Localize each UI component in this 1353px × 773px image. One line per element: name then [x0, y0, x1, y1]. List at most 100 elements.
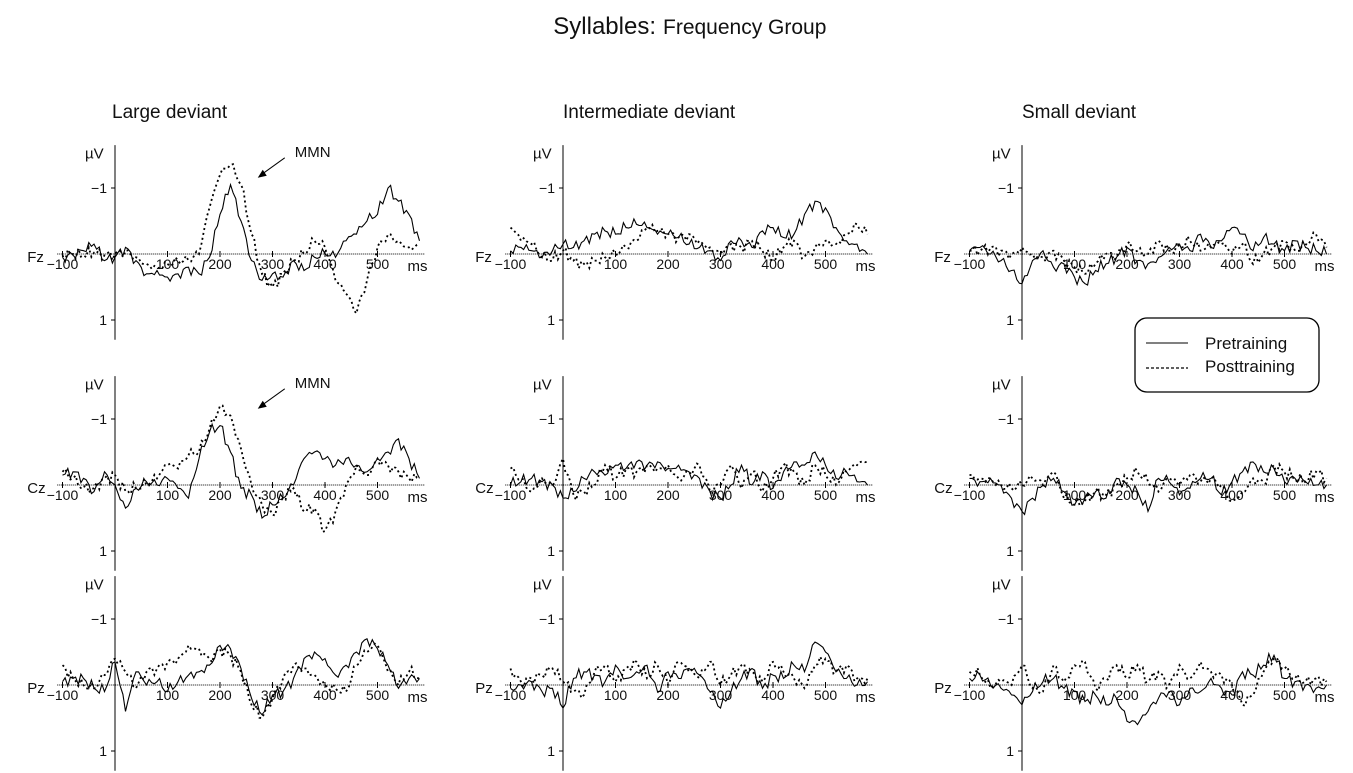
series-line-posttraining-intermediate-deviant-pz [509, 654, 869, 700]
column-title-small-deviant: Small deviant [1022, 102, 1137, 123]
series-line-pretraining-intermediate-deviant-cz [509, 451, 868, 502]
series-line-posttraining-small-deviant-cz [969, 461, 1328, 508]
panel-intermediate-deviant-fz: −1 1 −100 100 200 300 400 500 µV ms Fz [475, 145, 876, 340]
x-tick-label: 100 [156, 687, 180, 703]
x-tick-label: 100 [1063, 487, 1087, 503]
x-tick-label: 100 [604, 687, 628, 703]
mmn-arrowhead [257, 169, 267, 178]
y-unit-label: µV [992, 376, 1011, 393]
x-tick-label: 500 [366, 487, 390, 503]
panels-group: −1 1 −100 100 200 300 400 500 µV ms Fz MMN −1 1 −100 10… [27, 144, 1335, 771]
y-tick-label: −1 [998, 611, 1014, 627]
x-tick-label: 300 [1168, 687, 1192, 703]
x-unit-label: ms [856, 489, 876, 506]
x-tick-label: 200 [656, 256, 680, 272]
x-tick-label: −100 [47, 256, 79, 272]
x-unit-label: ms [408, 489, 428, 506]
x-tick-label: 200 [656, 687, 680, 703]
x-tick-label: −100 [495, 256, 527, 272]
x-tick-label: 100 [604, 487, 628, 503]
x-tick-label: 400 [761, 687, 785, 703]
x-tick-label: 500 [366, 256, 390, 272]
x-tick-label: 400 [313, 687, 337, 703]
x-unit-label: ms [1315, 689, 1335, 706]
y-unit-label: µV [992, 145, 1011, 162]
x-tick-label: 500 [1273, 487, 1297, 503]
channel-label: Fz [475, 249, 492, 266]
y-tick-label: −1 [91, 180, 107, 196]
x-tick-label: −100 [954, 487, 986, 503]
y-tick-label: 1 [99, 743, 107, 759]
series-line-pretraining-large-deviant-pz [62, 638, 420, 716]
y-tick-label: −1 [539, 180, 555, 196]
x-unit-label: ms [1315, 489, 1335, 506]
x-tick-label: 200 [208, 256, 232, 272]
x-unit-label: ms [856, 689, 876, 706]
series-line-posttraining-large-deviant-pz [61, 642, 420, 719]
x-tick-label: 200 [208, 487, 232, 503]
x-tick-label: 400 [313, 487, 337, 503]
x-tick-label: 200 [1115, 487, 1139, 503]
y-unit-label: µV [85, 576, 104, 593]
y-tick-label: 1 [99, 312, 107, 328]
y-tick-label: 1 [99, 543, 107, 559]
series-line-posttraining-large-deviant-cz [61, 404, 420, 533]
x-unit-label: ms [408, 258, 428, 275]
y-tick-label: 1 [1006, 543, 1014, 559]
x-tick-label: 300 [709, 687, 733, 703]
series-line-pretraining-large-deviant-cz [62, 422, 420, 519]
x-tick-label: 400 [313, 256, 337, 272]
x-tick-label: −100 [495, 487, 527, 503]
series-line-pretraining-intermediate-deviant-fz [510, 200, 868, 262]
x-tick-label: 100 [156, 487, 180, 503]
series-line-posttraining-large-deviant-fz [61, 163, 420, 316]
legend-label-pretraining: Pretraining [1205, 334, 1287, 353]
y-tick-label: −1 [998, 180, 1014, 196]
x-tick-label: 200 [208, 687, 232, 703]
series-line-posttraining-small-deviant-fz [969, 231, 1328, 276]
series-line-posttraining-intermediate-deviant-fz [509, 221, 869, 272]
column-title-intermediate-deviant: Intermediate deviant [563, 102, 736, 123]
x-tick-label: 300 [261, 256, 285, 272]
panel-small-deviant-fz: −1 1 −100 100 200 300 400 500 µV ms Fz [934, 145, 1335, 340]
figure-title-sub: Frequency Group [663, 16, 826, 39]
y-unit-label: µV [992, 576, 1011, 593]
x-tick-label: 500 [1273, 256, 1297, 272]
x-tick-label: 100 [604, 256, 628, 272]
x-tick-label: −100 [47, 487, 79, 503]
mmn-label: MMN [295, 144, 331, 161]
y-tick-label: 1 [547, 543, 555, 559]
panel-intermediate-deviant-pz: −1 1 −100 100 200 300 400 500 µV ms Pz [475, 576, 876, 771]
channel-label: Cz [475, 480, 493, 497]
x-tick-label: 400 [1220, 256, 1244, 272]
y-tick-label: 1 [1006, 743, 1014, 759]
mmn-arrowhead [257, 400, 267, 409]
mmn-label: MMN [295, 375, 331, 392]
y-unit-label: µV [85, 145, 104, 162]
y-unit-label: µV [533, 376, 552, 393]
series-line-pretraining-small-deviant-fz [969, 226, 1328, 287]
series-line-pretraining-large-deviant-fz [62, 182, 421, 283]
channel-label: Pz [27, 680, 45, 697]
x-unit-label: ms [1315, 258, 1335, 275]
x-tick-label: −100 [47, 687, 79, 703]
series-line-pretraining-small-deviant-cz [969, 461, 1327, 516]
y-tick-label: −1 [539, 611, 555, 627]
x-tick-label: 500 [366, 687, 390, 703]
x-tick-label: −100 [495, 687, 527, 703]
x-tick-label: 200 [1115, 687, 1139, 703]
x-tick-label: 300 [709, 256, 733, 272]
x-tick-label: 500 [814, 256, 838, 272]
x-tick-label: 200 [1115, 256, 1139, 272]
x-tick-label: 400 [1220, 487, 1244, 503]
legend-box [1134, 317, 1320, 393]
x-tick-label: 400 [761, 487, 785, 503]
y-tick-label: −1 [91, 411, 107, 427]
series-line-pretraining-intermediate-deviant-pz [510, 641, 868, 710]
channel-label: Cz [934, 480, 952, 497]
